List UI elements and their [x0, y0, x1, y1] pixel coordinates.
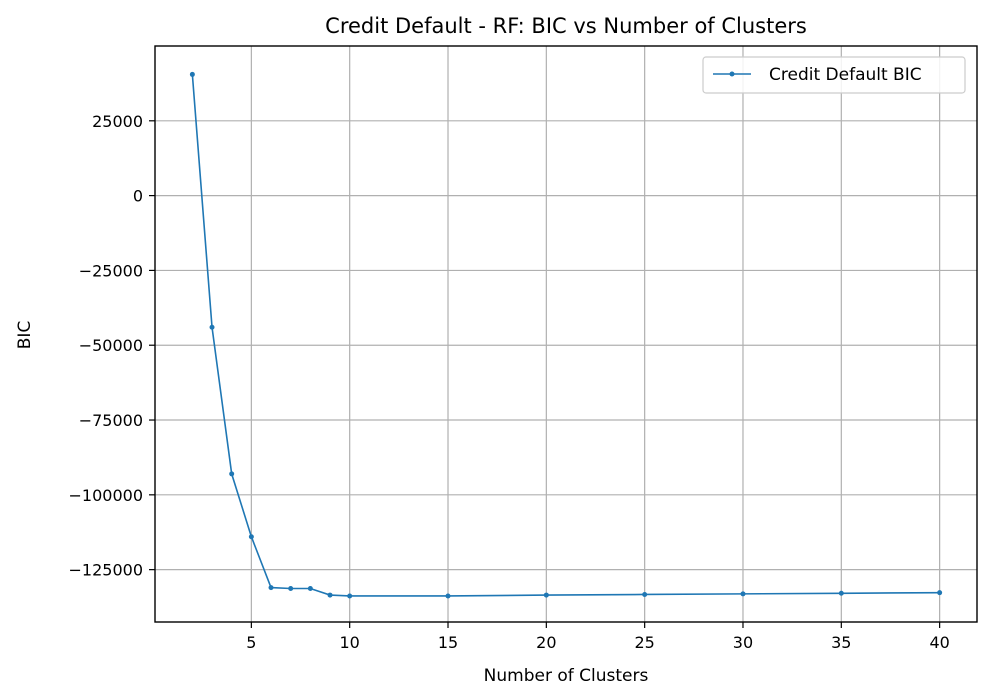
- y-tick-label: 25000: [92, 112, 143, 131]
- data-point: [347, 593, 353, 599]
- data-point: [189, 71, 195, 77]
- x-axis-label: Number of Clusters: [484, 666, 649, 686]
- x-tick-label: 5: [246, 633, 256, 652]
- y-tick-label: −50000: [79, 336, 143, 355]
- x-tick-label: 30: [733, 633, 753, 652]
- axes: 5 10 15 20 25 30 35 40 25000 0 −25000 −50000 −75000 −…: [69, 45, 978, 652]
- data-point: [642, 591, 648, 597]
- data-point: [543, 592, 549, 598]
- y-tick-label: −75000: [79, 411, 143, 430]
- data-point: [740, 591, 746, 597]
- x-tick-label: 35: [831, 633, 851, 652]
- data-point: [268, 585, 274, 591]
- data-point: [248, 534, 254, 540]
- data-point: [838, 590, 844, 596]
- data-point: [229, 471, 235, 477]
- data-point: [327, 592, 333, 598]
- chart-title: Credit Default - RF: BIC vs Number of Cl…: [325, 14, 807, 38]
- x-tick-label: 20: [536, 633, 556, 652]
- plot-frame: [154, 45, 978, 623]
- y-tick-label: 0: [133, 187, 143, 206]
- grid-lines: [155, 46, 977, 622]
- y-tick-label: −125000: [69, 561, 143, 580]
- x-tick-label: 10: [340, 633, 360, 652]
- legend: Credit Default BIC: [702, 56, 966, 94]
- data-point: [288, 585, 294, 591]
- y-tick-label: −100000: [69, 486, 143, 505]
- legend-label: Credit Default BIC: [769, 65, 922, 85]
- x-tick-label: 15: [438, 633, 458, 652]
- y-tick-label: −25000: [79, 261, 143, 280]
- y-axis-label: BIC: [15, 321, 35, 350]
- legend-marker-swatch: [729, 71, 735, 77]
- data-point: [307, 585, 313, 591]
- x-tick-label: 25: [634, 633, 654, 652]
- data-point: [445, 593, 451, 599]
- data-point: [209, 324, 215, 330]
- legend-box: [702, 56, 966, 94]
- data-point: [937, 590, 943, 596]
- series-layer: [189, 71, 943, 599]
- x-tick-label: 40: [929, 633, 949, 652]
